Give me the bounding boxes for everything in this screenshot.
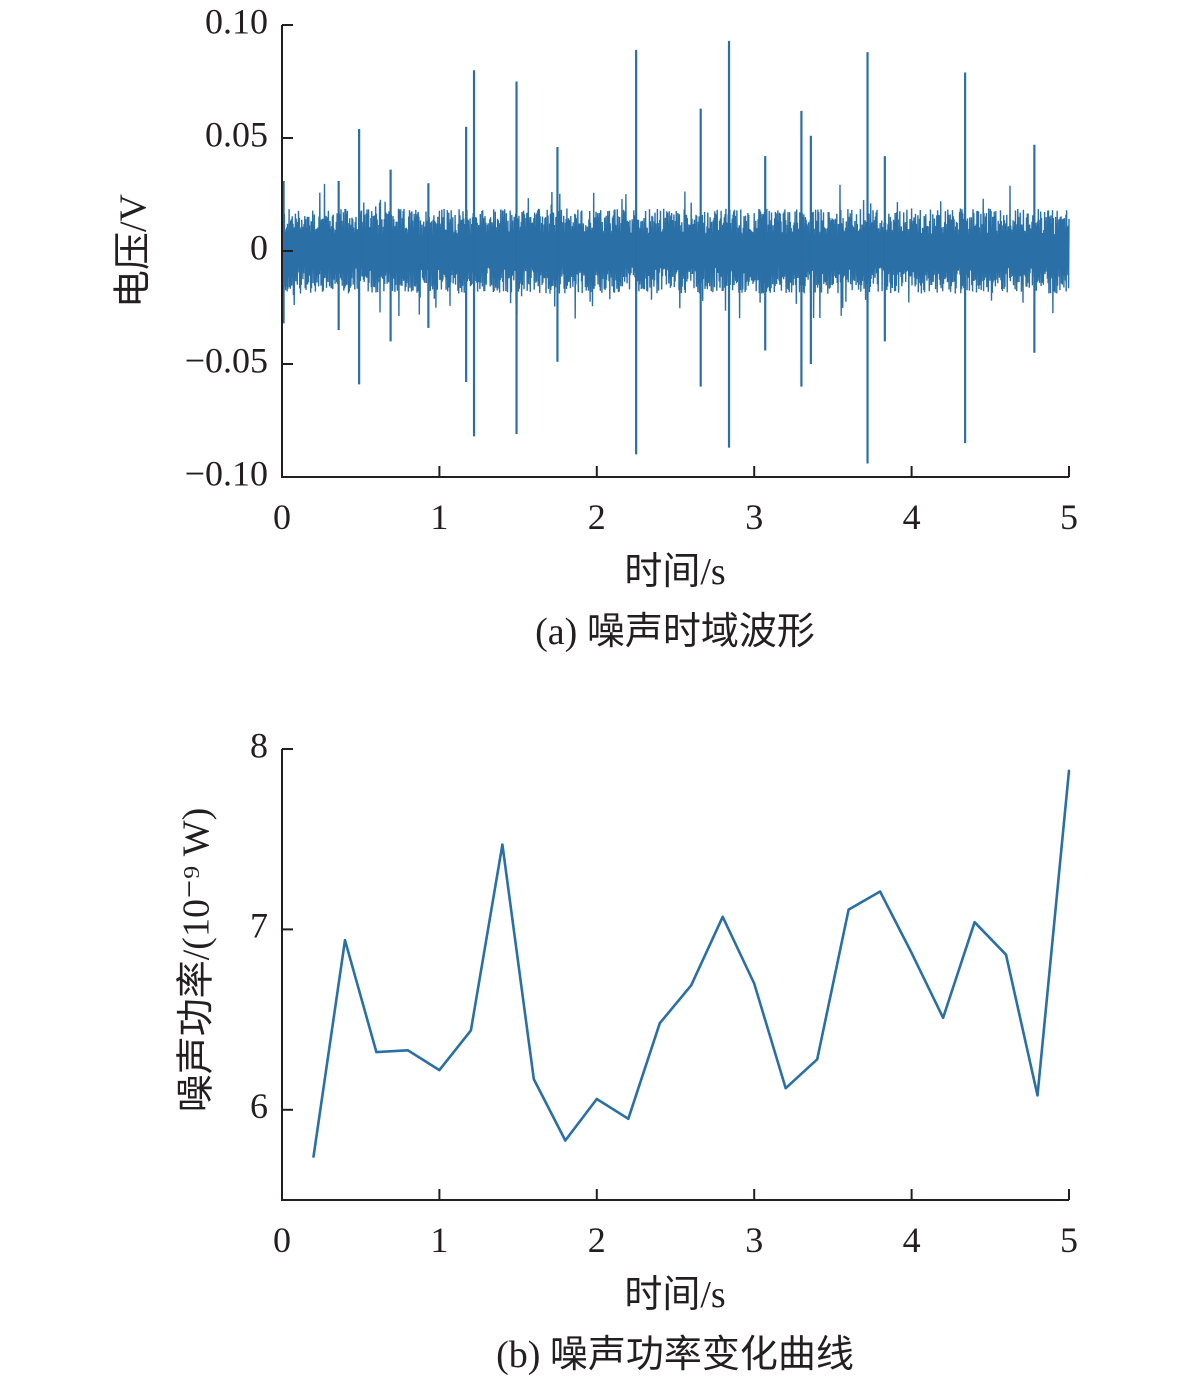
x-tick-label: 1 [430, 497, 448, 537]
ticks-a: 0 1 2 3 4 5 0.10 0.05 0 −0.05 −0.10 [185, 1, 1078, 537]
caption-b: (b) 噪声功率变化曲线 [496, 1334, 854, 1376]
power-series [312, 769, 1071, 1158]
panel-b-power-curve: 0 1 2 3 4 5 8 7 6 噪声功率/(10⁻⁹ W) 时间/s (b) 噪声功率变化曲… [176, 725, 1078, 1376]
x-tick-label: 2 [588, 1220, 606, 1260]
power-point [910, 951, 913, 955]
x-tick-label: 3 [745, 497, 763, 537]
power-point [658, 1022, 661, 1025]
waveform-series [281, 40, 1070, 464]
power-point [847, 908, 850, 911]
x-tick-label: 1 [430, 1220, 448, 1260]
y-tick-label: 8 [250, 725, 268, 765]
power-point [753, 982, 756, 985]
axis-frame-b [281, 749, 1069, 1201]
power-point [564, 1139, 567, 1142]
ticks-b: 0 1 2 3 4 5 8 7 6 [250, 725, 1078, 1260]
x-tick-label: 5 [1060, 497, 1078, 537]
power-point [312, 1155, 315, 1158]
y-tick-label: 6 [250, 1086, 268, 1126]
x-axis-title-b: 时间/s [624, 1274, 725, 1316]
x-tick-label: 0 [273, 1220, 291, 1260]
y-tick-label: 0.05 [205, 114, 268, 154]
power-point [973, 920, 976, 924]
x-tick-label: 4 [903, 497, 921, 537]
y-axis-title-b: 噪声功率/(10⁻⁹ W) [176, 808, 218, 1113]
power-point [438, 1068, 441, 1072]
power-point [690, 984, 693, 987]
x-tick-label: 4 [903, 1220, 921, 1260]
power-point [1067, 769, 1071, 772]
power-point [532, 1077, 536, 1081]
power-point [941, 1016, 945, 1019]
x-tick-label: 5 [1060, 1220, 1078, 1260]
y-axis-title-a: 电压/V [113, 193, 155, 308]
power-point [815, 1058, 819, 1061]
waveform-noise-line [281, 183, 1070, 319]
power-point [1036, 1094, 1039, 1097]
y-tick-label: 0 [250, 227, 268, 267]
power-point [375, 1050, 378, 1054]
x-axis-title-a: 时间/s [624, 551, 725, 593]
panel-a-waveform: 0 1 2 3 4 5 0.10 0.05 0 −0.05 −0.10 电压/V 时间/s (a) … [113, 1, 1078, 653]
y-tick-label: 7 [250, 906, 268, 946]
power-point [1004, 953, 1008, 956]
y-tick-label: −0.10 [185, 453, 268, 493]
y-tick-label: 0.10 [205, 1, 268, 41]
power-point [406, 1049, 410, 1052]
caption-a: (a) 噪声时域波形 [535, 611, 815, 653]
x-tick-label: 3 [745, 1220, 763, 1260]
x-tick-label: 2 [588, 497, 606, 537]
power-line [312, 770, 1071, 1157]
power-point [784, 1086, 787, 1090]
power-point [721, 915, 724, 918]
power-point [501, 843, 504, 846]
x-tick-label: 0 [273, 497, 291, 537]
power-point [878, 890, 882, 893]
power-point [627, 1117, 630, 1121]
power-point [343, 939, 347, 942]
power-point [469, 1029, 473, 1032]
power-point [595, 1097, 598, 1101]
y-tick-label: −0.05 [185, 340, 268, 380]
